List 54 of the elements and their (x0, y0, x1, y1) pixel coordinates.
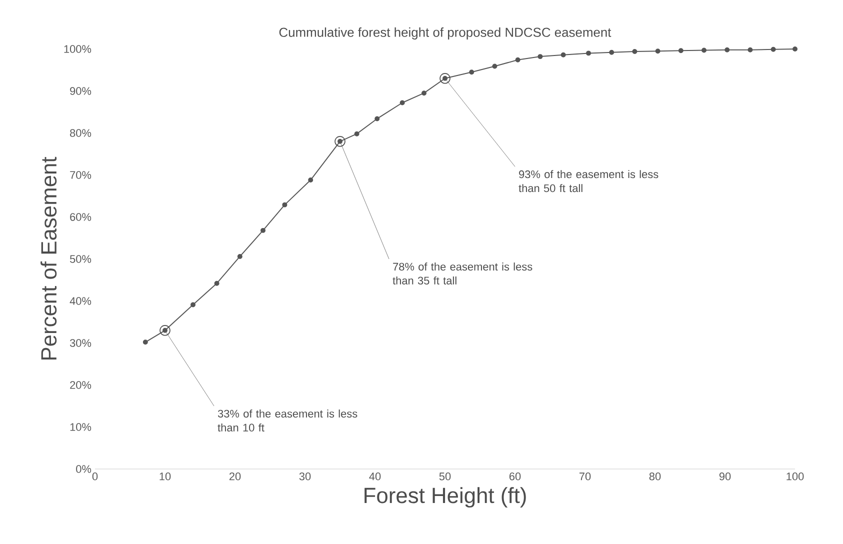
y-tick-label: 90% (70, 87, 92, 95)
point (308, 178, 314, 183)
point (237, 254, 242, 259)
point (492, 64, 498, 69)
point (792, 46, 798, 52)
y-tick-label: 0% (76, 465, 92, 473)
x-tick-label: 80 (649, 472, 661, 480)
chart-title: Cummulative forest height of proposed NDCSC easement (279, 27, 612, 40)
x-tick-label: 0 (92, 472, 98, 480)
y-tick-label: 20% (70, 381, 92, 389)
point (260, 228, 266, 233)
x-tick-label: 100 (786, 472, 804, 480)
x-tick-label: 10 (160, 472, 171, 480)
y-tick-label: 10% (70, 423, 92, 431)
point (632, 49, 638, 54)
point (538, 54, 543, 60)
point (190, 302, 196, 308)
y-tick-label: 50% (70, 255, 92, 263)
x-tick-label: 70 (579, 472, 591, 480)
point (702, 48, 706, 53)
point (282, 202, 288, 208)
y-tick-label: 80% (70, 129, 92, 137)
point (609, 50, 614, 55)
x-tick-label: 50 (439, 472, 451, 480)
x-tick-label: 40 (369, 472, 381, 480)
point (748, 47, 753, 52)
point (560, 52, 566, 58)
point (469, 70, 474, 75)
y-tick-label: 100% (64, 45, 92, 53)
y-tick-label: 30% (70, 339, 92, 347)
x-tick-label: 30 (299, 472, 311, 480)
point (515, 57, 520, 62)
point (678, 48, 684, 54)
y-tick-label: 60% (70, 213, 92, 221)
annotation: 33% of the easement is less than 10 ft (218, 410, 358, 432)
point (586, 50, 591, 56)
point (422, 90, 426, 96)
point (770, 46, 776, 52)
y-tick-label: 40% (70, 297, 92, 305)
annotation: 78% of the easement is less than 35 ft tall (392, 262, 532, 285)
point (142, 340, 148, 345)
point (400, 100, 405, 106)
y-tick-label: 70% (70, 171, 92, 179)
point (214, 280, 220, 286)
x-tick-label: 60 (509, 472, 521, 480)
x-tick-label: 20 (229, 472, 241, 480)
annotation: 93% of the easement is less than 50 ft tall (518, 170, 658, 192)
x-axis-title: Forest Height (ft) (364, 487, 526, 508)
point (655, 48, 660, 54)
x-tick-label: 90 (719, 472, 731, 480)
point (724, 47, 730, 52)
point (354, 131, 360, 136)
y-axis-title: Percent of Easement (40, 156, 57, 360)
point (374, 116, 380, 122)
